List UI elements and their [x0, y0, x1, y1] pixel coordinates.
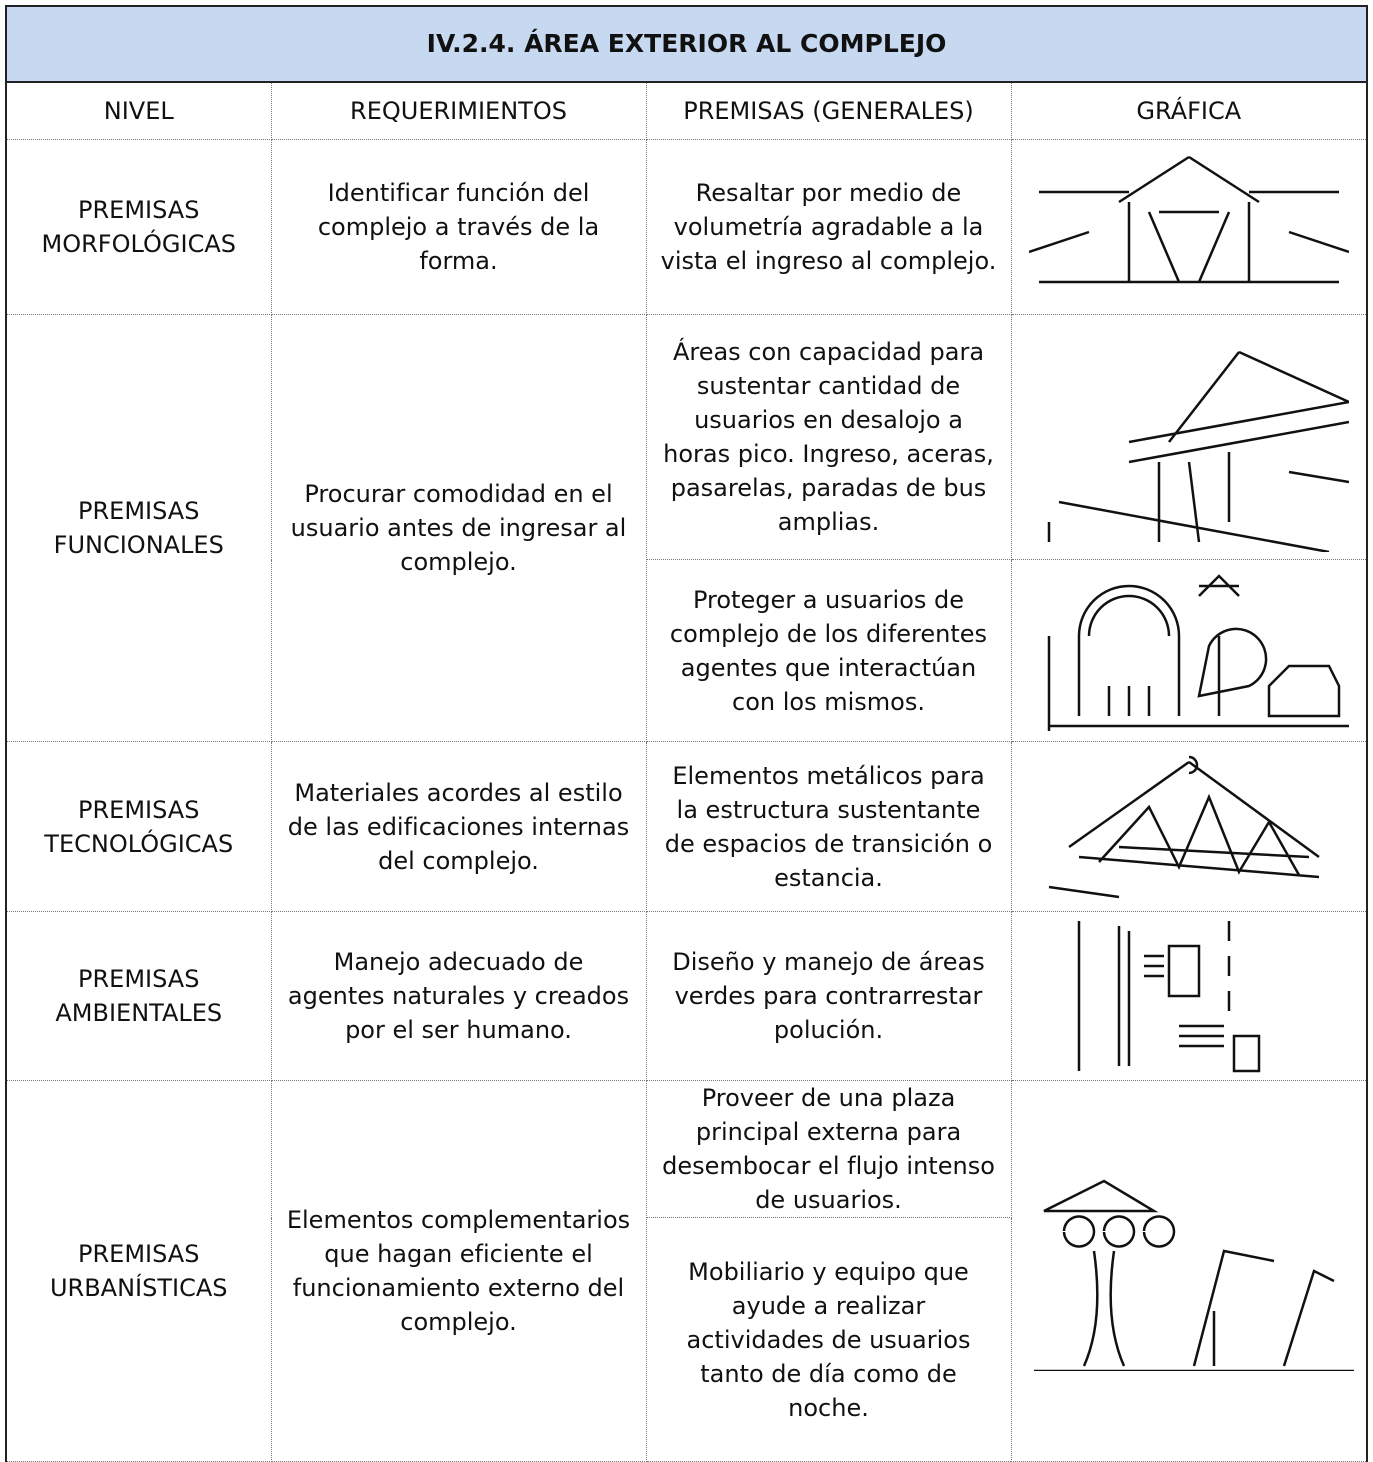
table-title: IV.2.4. ÁREA EXTERIOR AL COMPLEJO [4, 5, 1369, 83]
level-cell: PREMISAS TECNOLÓGICAS [5, 741, 272, 912]
graphic-cell [1010, 911, 1368, 1081]
graphic-cell [1010, 314, 1368, 560]
level-cell: PREMISAS MORFOLÓGICAS [5, 139, 272, 315]
requirement-cell: Manejo adecuado de agentes naturales y c… [270, 911, 647, 1081]
header-cell: NIVEL [5, 81, 272, 140]
premise-cell: Resaltar por medio de volumetría agradab… [645, 139, 1012, 315]
sketch [1077, 921, 1261, 1073]
graphic-cell [1010, 1080, 1368, 1462]
header-cell: REQUERIMIENTOS [270, 81, 647, 140]
premise-cell: Áreas con capacidad para sustentar canti… [645, 314, 1012, 560]
requirement-cell: Identificar función del complejo a travé… [270, 139, 647, 315]
sketch [1028, 155, 1349, 284]
premises-table: IV.2.4. ÁREA EXTERIOR AL COMPLEJO NIVEL … [4, 5, 1369, 1462]
level-cell: PREMISAS AMBIENTALES [5, 911, 272, 1081]
premise-cell: Proteger a usuarios de complejo de los d… [645, 559, 1012, 742]
premise-cell: Elementos metálicos para la estructura s… [645, 741, 1012, 912]
page-body: IV.2.4. ÁREA EXTERIOR AL COMPLEJO NIVEL … [4, 5, 1369, 1462]
level-cell: PREMISAS URBANÍSTICAS [5, 1080, 272, 1462]
graphic-cell [1010, 559, 1368, 742]
premise-cell: Diseño y manejo de áreas verdes para con… [645, 911, 1012, 1081]
page: Área exterior al complejo {"table": { "t… [4, 5, 1369, 1462]
level-cell: PREMISAS FUNCIONALES [5, 314, 272, 742]
header-cell: PREMISAS (GENERALES) [645, 81, 1012, 140]
sketch [1033, 1179, 1354, 1371]
sketch [1047, 573, 1349, 731]
graphic-cell [1010, 139, 1368, 315]
sketch [1047, 350, 1349, 552]
requirement-cell: Elementos complementarios que hagan efic… [270, 1080, 647, 1462]
graphic-cell [1010, 741, 1368, 912]
premise-cell: Mobiliario y equipo que ayude a realizar… [645, 1217, 1012, 1462]
premise-cell: Proveer de una plaza principal externa p… [645, 1080, 1012, 1218]
requirement-cell: Materiales acordes al estilo de las edif… [270, 741, 647, 912]
header-cell: GRÁFICA [1010, 81, 1368, 140]
requirement-cell: Procurar comodidad en el usuario antes d… [270, 314, 647, 742]
sketch [1048, 755, 1320, 898]
